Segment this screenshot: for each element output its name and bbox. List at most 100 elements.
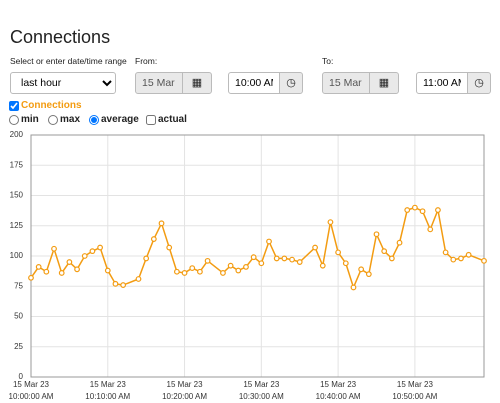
data-point [335, 249, 342, 256]
data-point [481, 257, 487, 264]
data-point [258, 260, 265, 267]
data-point [358, 266, 365, 273]
option-label: actual [158, 114, 187, 125]
to-label: To: [322, 56, 334, 66]
data-point [312, 244, 318, 251]
data-point [135, 276, 142, 282]
option[interactable]: actual [146, 114, 187, 125]
data-point [458, 255, 464, 262]
data-point [35, 263, 42, 270]
data-point [158, 220, 165, 227]
from-label: From: [135, 56, 158, 66]
series-line [30, 206, 485, 290]
x-tick-label: 15 Mar 23 10:00:00 AM [8, 380, 54, 401]
from-calendar-button[interactable]: ▦ [182, 72, 212, 94]
option-label: average [101, 114, 139, 125]
series-toggle[interactable]: Connections [9, 100, 82, 111]
range-label: Select or enter date/time range [10, 56, 127, 66]
data-point [181, 270, 188, 276]
from-clock-button[interactable]: ◷ [279, 72, 303, 94]
to-date[interactable] [322, 72, 370, 94]
option-input[interactable] [146, 114, 156, 125]
data-point [197, 268, 203, 275]
data-point [58, 270, 65, 276]
data-point [150, 236, 157, 242]
data-point [166, 244, 173, 251]
x-tick-label: 15 Mar 23 10:40:00 AM [315, 380, 361, 401]
data-point [373, 231, 380, 238]
data-point [173, 268, 180, 275]
y-tick-label: 75 [14, 281, 23, 290]
data-point [97, 244, 104, 251]
to-time[interactable] [416, 72, 468, 94]
data-point [89, 248, 96, 255]
data-point [250, 254, 257, 261]
plot-border [30, 134, 485, 378]
data-point [342, 260, 349, 267]
y-tick-label: 125 [10, 221, 24, 230]
data-point [396, 239, 403, 246]
data-point [189, 265, 196, 272]
option-input[interactable] [9, 114, 19, 125]
option-input[interactable] [89, 114, 99, 125]
data-point [66, 259, 73, 265]
data-point [404, 207, 411, 213]
data-point [419, 208, 426, 215]
data-point [281, 255, 288, 262]
page-title: Connections [10, 27, 111, 47]
x-tick-label: 15 Mar 23 10:20:00 AM [162, 380, 207, 401]
y-tick-label: 100 [10, 251, 24, 260]
data-point [43, 268, 50, 275]
y-tick-label: 25 [14, 342, 23, 351]
data-point [220, 270, 226, 276]
data-point [388, 255, 395, 262]
x-tick-label: 15 Mar 23 10:30:00 AM [238, 380, 284, 401]
data-point [327, 219, 334, 226]
data-point [289, 256, 295, 263]
to-clock-button[interactable]: ◷ [467, 72, 491, 94]
data-point [427, 226, 434, 233]
data-point [411, 204, 418, 211]
data-point [465, 251, 472, 258]
y-tick-label: 200 [10, 130, 24, 139]
option[interactable]: max [48, 114, 80, 125]
data-point [120, 282, 127, 288]
y-tick-label: 0 [19, 372, 24, 381]
option-label: min [21, 114, 39, 125]
from-time[interactable] [228, 72, 280, 94]
option[interactable]: min [9, 114, 39, 125]
data-point [442, 249, 449, 256]
data-point [450, 256, 457, 263]
data-point [319, 262, 326, 269]
to-calendar-button[interactable]: ▦ [369, 72, 399, 94]
data-point [104, 267, 111, 274]
series-checkbox[interactable] [9, 100, 19, 111]
data-point [243, 263, 249, 270]
x-tick-label: 15 Mar 23 10:10:00 AM [85, 380, 131, 401]
x-tick-label: 15 Mar 23 10:50:00 AM [392, 380, 438, 401]
option-input[interactable] [48, 114, 58, 125]
data-point [204, 257, 211, 264]
legend-entry: Connections [21, 100, 82, 111]
data-point [235, 267, 242, 274]
y-tick-label: 175 [10, 160, 24, 169]
y-tick-label: 150 [10, 191, 24, 200]
data-point [273, 255, 280, 262]
data-point [143, 255, 150, 262]
data-point [381, 248, 388, 255]
data-point [81, 253, 88, 259]
from-date[interactable] [135, 72, 183, 94]
data-point [74, 266, 80, 273]
data-point [112, 280, 119, 287]
data-point [296, 259, 303, 265]
data-point [51, 245, 57, 252]
data-point [266, 238, 272, 245]
option[interactable]: average [89, 114, 139, 125]
data-point [435, 207, 441, 213]
data-point [350, 284, 357, 291]
data-point [227, 262, 234, 269]
data-point [365, 271, 372, 278]
range-select[interactable]: last hour [10, 72, 116, 94]
